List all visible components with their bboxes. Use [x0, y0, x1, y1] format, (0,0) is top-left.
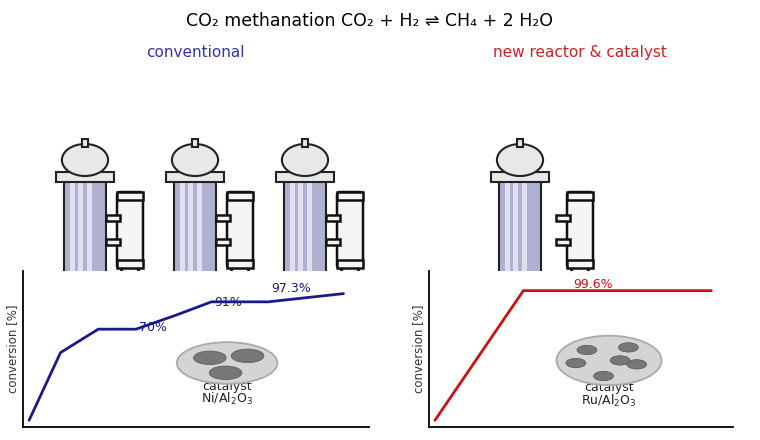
Bar: [337, 192, 363, 200]
Bar: [227, 260, 253, 268]
Bar: [276, 172, 334, 182]
Bar: [56, 172, 114, 182]
Bar: [337, 260, 363, 268]
Bar: [78, 182, 84, 298]
Bar: [82, 331, 88, 339]
Ellipse shape: [571, 265, 589, 281]
Ellipse shape: [282, 144, 328, 176]
Bar: [517, 331, 523, 339]
Circle shape: [610, 356, 630, 365]
Circle shape: [177, 342, 277, 384]
FancyBboxPatch shape: [117, 192, 143, 268]
Text: conventional: conventional: [146, 45, 244, 60]
Bar: [567, 192, 593, 200]
Ellipse shape: [121, 265, 139, 281]
Bar: [174, 180, 216, 300]
Text: CO₂ methanation CO₂ + H₂ ⇌ CH₄ + 2 H₂O: CO₂ methanation CO₂ + H₂ ⇌ CH₄ + 2 H₂O: [186, 12, 553, 30]
Ellipse shape: [282, 304, 328, 336]
Bar: [106, 215, 120, 221]
Ellipse shape: [62, 144, 108, 176]
Ellipse shape: [172, 144, 218, 176]
Y-axis label: conversion [%]: conversion [%]: [412, 304, 426, 393]
Bar: [499, 180, 541, 300]
Circle shape: [556, 336, 661, 385]
Bar: [216, 215, 230, 221]
Ellipse shape: [172, 304, 218, 336]
Circle shape: [627, 359, 647, 369]
Bar: [192, 139, 198, 147]
Text: Ru/Al$_2$O$_3$: Ru/Al$_2$O$_3$: [581, 393, 637, 410]
Bar: [298, 182, 303, 298]
Circle shape: [594, 371, 613, 381]
Bar: [513, 182, 518, 298]
Bar: [276, 298, 334, 308]
Bar: [556, 215, 570, 221]
Circle shape: [577, 345, 597, 355]
FancyBboxPatch shape: [227, 192, 253, 268]
Bar: [106, 238, 120, 245]
Text: Ni/Al$_2$O$_3$: Ni/Al$_2$O$_3$: [201, 391, 253, 407]
Text: 91%: 91%: [214, 296, 242, 309]
Ellipse shape: [62, 304, 108, 336]
Bar: [192, 331, 198, 339]
FancyBboxPatch shape: [337, 192, 363, 268]
Bar: [87, 182, 92, 298]
Text: 97.3%: 97.3%: [271, 282, 311, 295]
Circle shape: [231, 349, 264, 363]
Bar: [517, 139, 523, 147]
Bar: [216, 238, 230, 245]
Bar: [326, 238, 340, 245]
Bar: [491, 172, 549, 182]
Bar: [556, 238, 570, 245]
Bar: [521, 182, 527, 298]
Circle shape: [619, 343, 638, 352]
Bar: [290, 182, 295, 298]
Circle shape: [209, 366, 242, 380]
Bar: [166, 172, 224, 182]
Bar: [284, 180, 326, 300]
Bar: [82, 139, 88, 147]
Bar: [70, 182, 75, 298]
Circle shape: [194, 351, 226, 365]
FancyBboxPatch shape: [567, 192, 593, 268]
Bar: [491, 298, 549, 308]
Text: catalyst: catalyst: [202, 380, 252, 393]
Ellipse shape: [497, 304, 543, 336]
Bar: [180, 182, 185, 298]
Bar: [326, 215, 340, 221]
Text: 99.6%: 99.6%: [573, 278, 613, 291]
Ellipse shape: [341, 265, 359, 281]
Ellipse shape: [231, 265, 249, 281]
Bar: [166, 298, 224, 308]
Bar: [227, 192, 253, 200]
Text: catalyst: catalyst: [584, 381, 634, 394]
Circle shape: [566, 358, 586, 368]
Text: 70%: 70%: [139, 321, 167, 334]
Bar: [307, 182, 312, 298]
Bar: [302, 139, 308, 147]
Text: new reactor & catalyst: new reactor & catalyst: [493, 45, 667, 60]
Bar: [505, 182, 510, 298]
Y-axis label: conversion [%]: conversion [%]: [5, 304, 19, 393]
Bar: [188, 182, 193, 298]
Bar: [302, 331, 308, 339]
Bar: [567, 260, 593, 268]
Bar: [117, 260, 143, 268]
Bar: [117, 192, 143, 200]
Bar: [64, 180, 106, 300]
Ellipse shape: [497, 144, 543, 176]
Bar: [197, 182, 201, 298]
Bar: [56, 298, 114, 308]
